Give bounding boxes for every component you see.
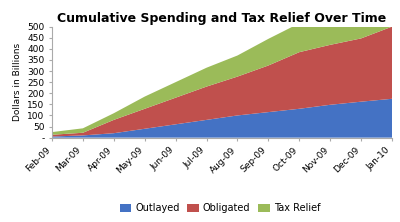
Legend: Outlayed, Obligated, Tax Relief: Outlayed, Obligated, Tax Relief: [116, 199, 324, 217]
Title: Cumulative Spending and Tax Relief Over Time: Cumulative Spending and Tax Relief Over …: [57, 12, 387, 26]
Y-axis label: Dollars in Billions: Dollars in Billions: [12, 43, 22, 121]
